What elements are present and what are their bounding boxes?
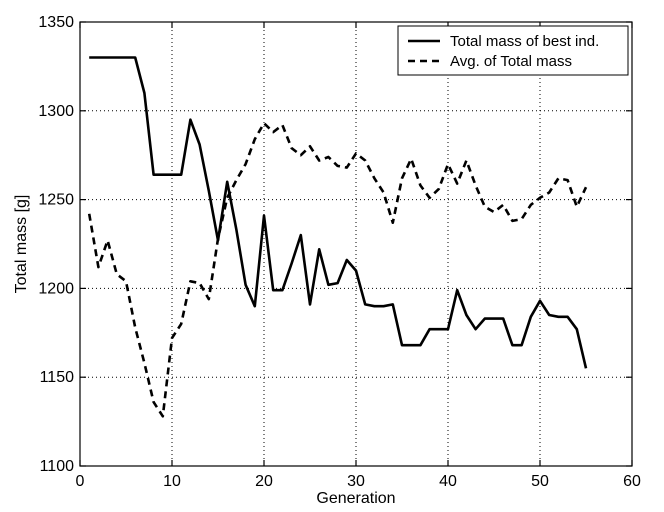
axis-ticks — [79, 21, 633, 467]
x-tick-label: 0 — [76, 473, 85, 490]
plot-frame — [79, 21, 633, 467]
y-tick-label: 1150 — [40, 369, 75, 386]
y-axis-label: Total mass [g] — [13, 195, 30, 294]
legend-label-avg: Avg. of Total mass — [450, 53, 572, 70]
legend-label-best: Total mass of best ind. — [450, 33, 599, 50]
x-tick-labels: 0 10 20 30 40 50 60 — [76, 473, 641, 490]
series-line-avg — [87, 121, 588, 418]
x-tick-label: 30 — [347, 473, 365, 490]
y-tick-label: 1100 — [40, 458, 75, 475]
x-tick-label: 50 — [531, 473, 549, 490]
grid-lines — [80, 22, 632, 466]
y-tick-label: 1250 — [38, 192, 74, 209]
series-line-best — [89, 56, 588, 369]
y-tick-label: 1300 — [38, 103, 74, 120]
legend-box — [397, 25, 629, 76]
legend: Total mass of best ind. Avg. of Total ma… — [397, 25, 629, 76]
x-tick-label: 40 — [439, 473, 457, 490]
y-tick-label: 1200 — [38, 280, 74, 297]
x-tick-label: 10 — [163, 473, 181, 490]
y-tick-label: 1350 — [38, 14, 74, 31]
x-axis-label: Generation — [316, 490, 395, 507]
x-tick-label: 20 — [255, 473, 273, 490]
series-lines — [87, 56, 588, 418]
y-tick-labels: 1100 1150 1200 1250 1300 1350 — [38, 14, 74, 475]
x-tick-label: 60 — [623, 473, 641, 490]
